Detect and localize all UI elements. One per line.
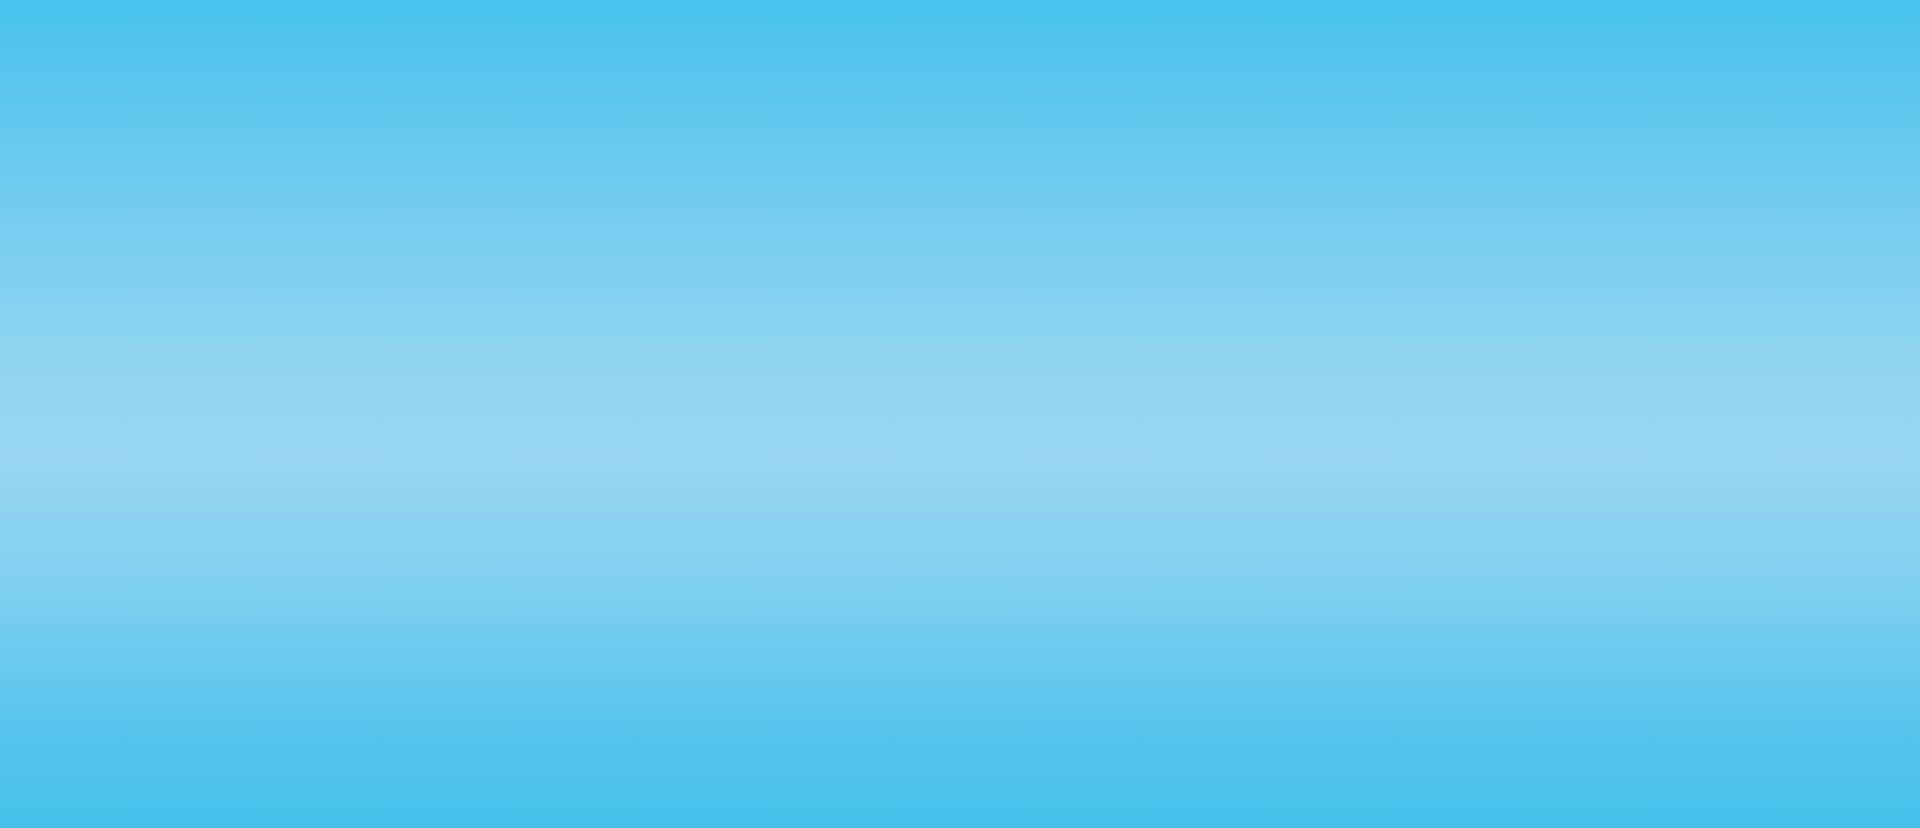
- poster: [0, 0, 1920, 828]
- spectrum-chart: [0, 0, 1920, 828]
